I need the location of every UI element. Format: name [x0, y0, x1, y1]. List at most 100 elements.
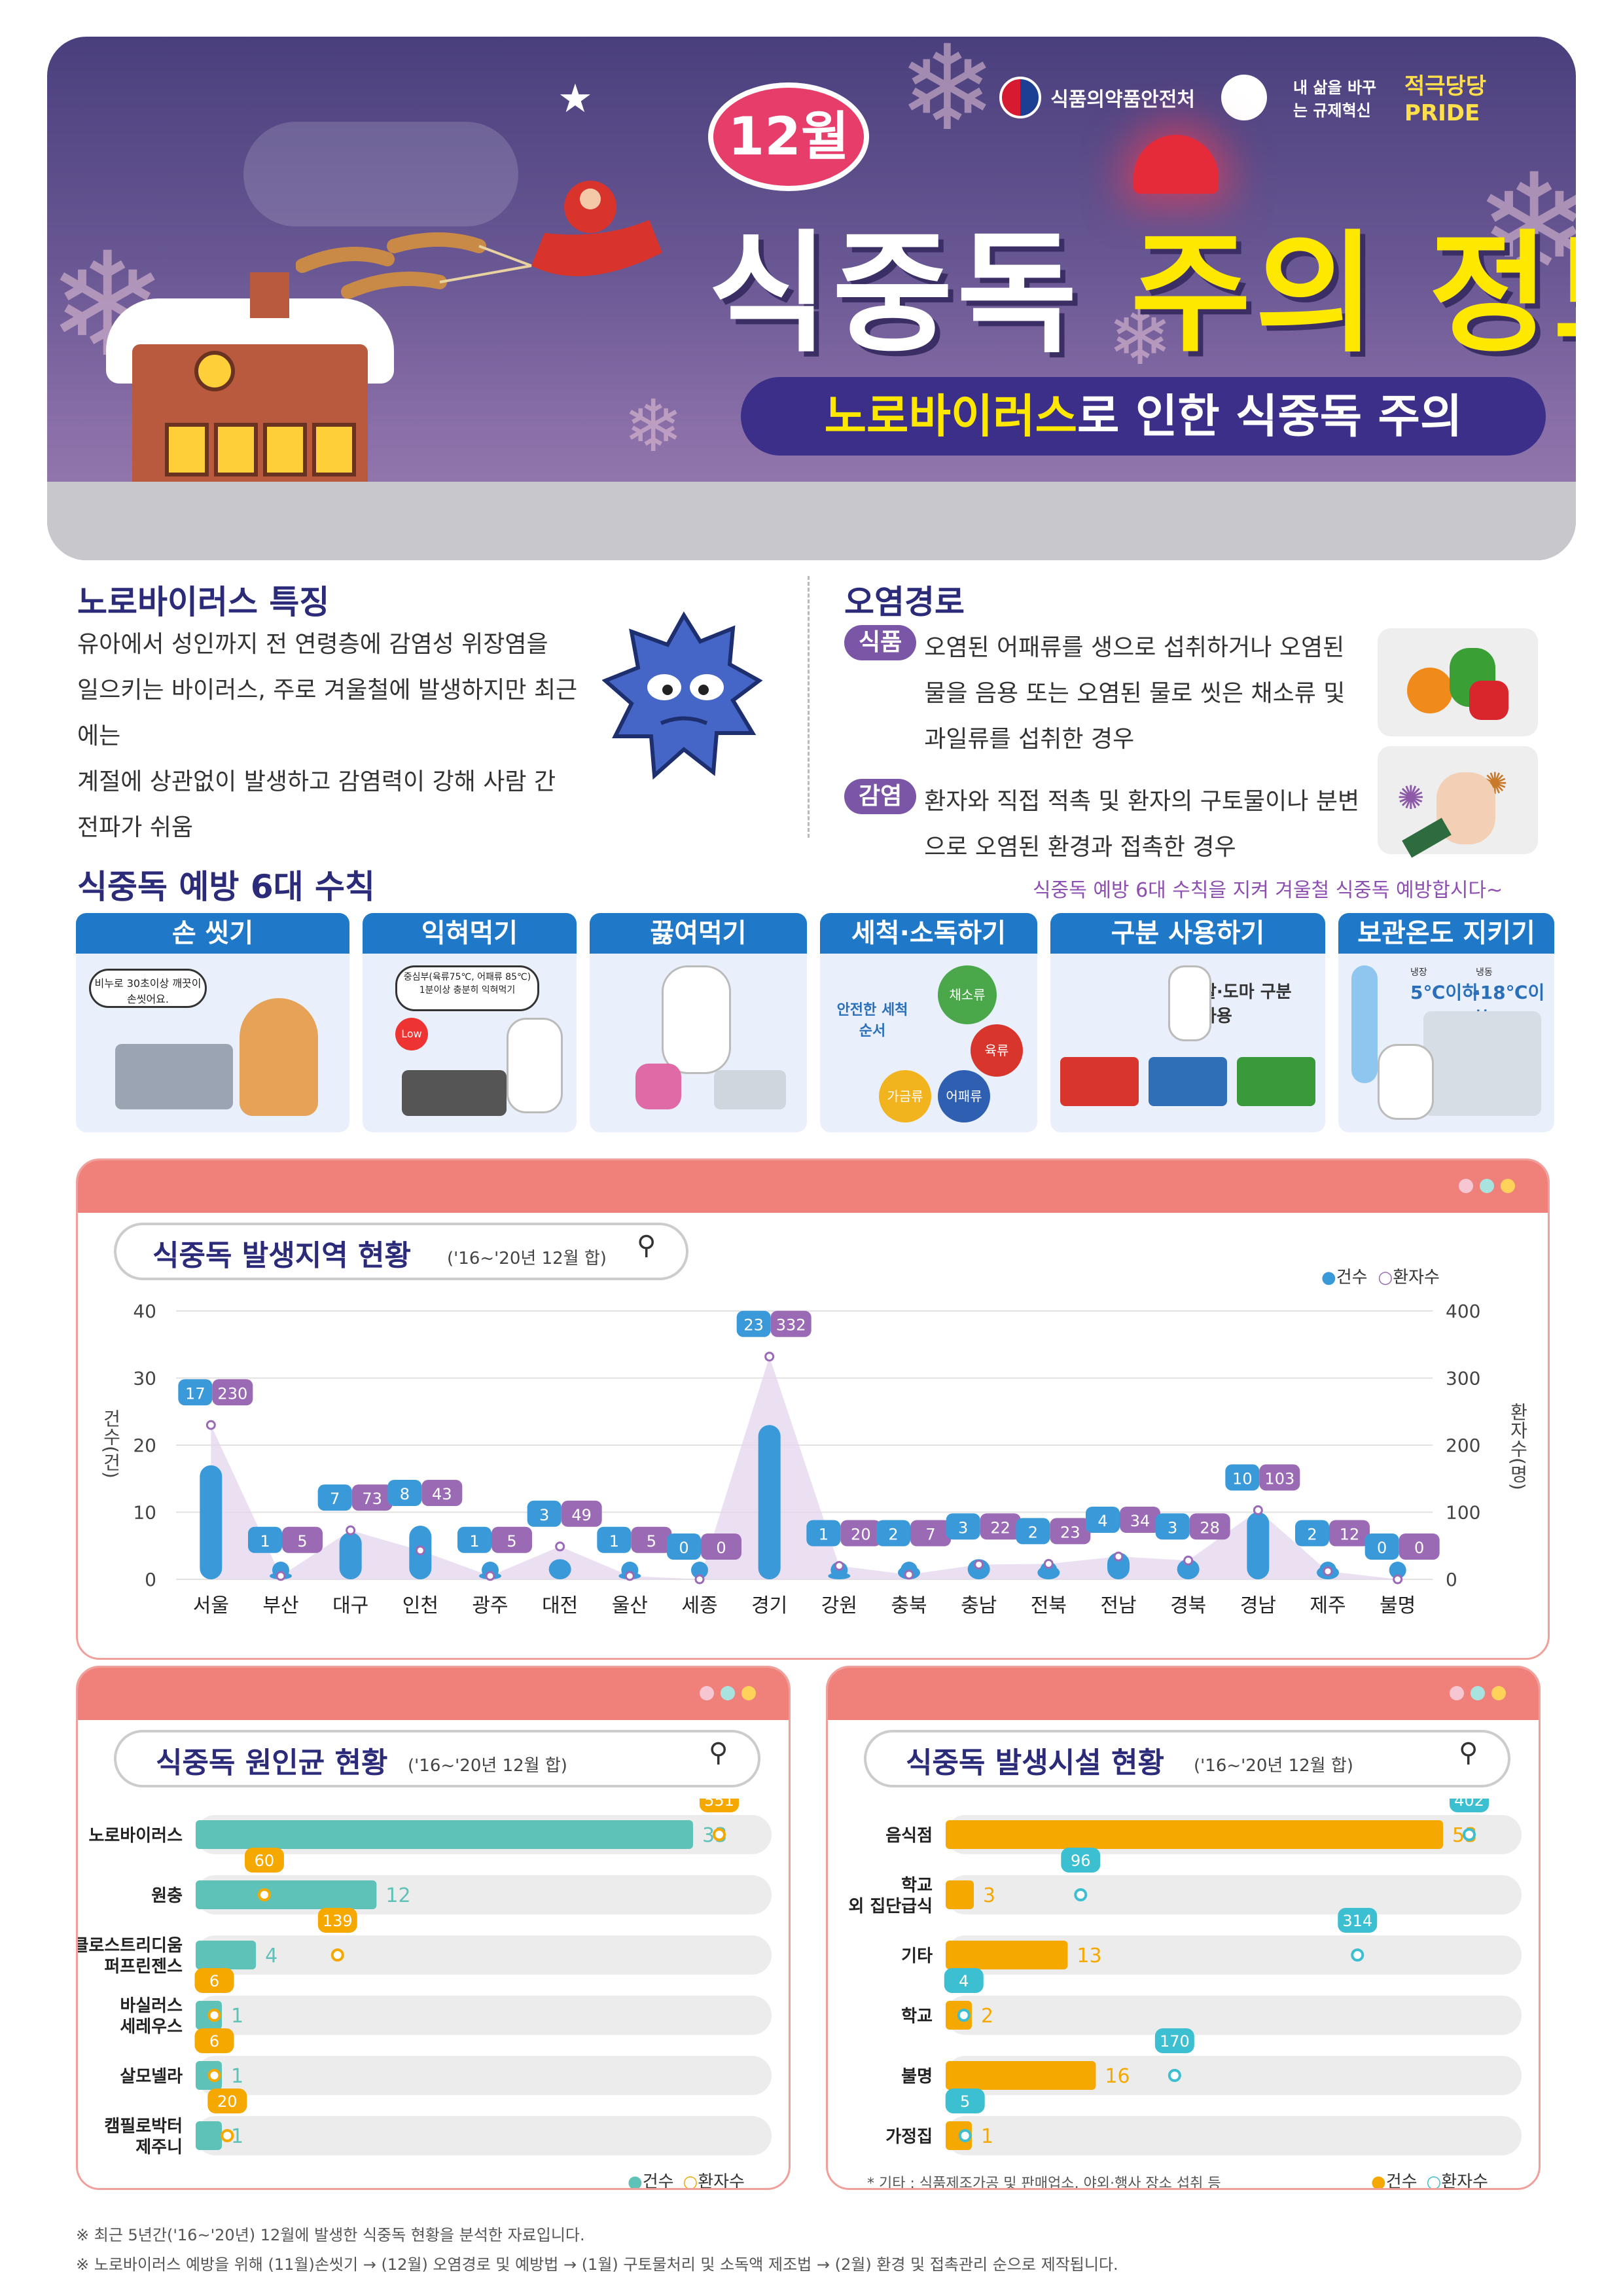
dot-icon — [1459, 1179, 1473, 1193]
y-tick-left: 40 — [133, 1300, 156, 1322]
header-banner: ❄ ❄ ❄ ❄ ❄ ★ 식품의약품안전처 내 삶을 바꾸는 규제혁신 적극당당 … — [47, 37, 1576, 560]
title-part2: 주의 정보 — [1130, 218, 1576, 370]
count-label: 1 — [231, 2125, 243, 2148]
chimney — [250, 272, 289, 318]
x-tick-label: 광주 — [472, 1594, 508, 1617]
mascot-icon — [507, 1018, 563, 1113]
count-label: 1 — [260, 1532, 270, 1551]
patient-label-bg — [1120, 1507, 1160, 1533]
green-board-icon — [1237, 1057, 1315, 1106]
snowflake-icon: ❄ — [623, 384, 684, 468]
footnote-line: ※ 최근 5년간('16~'20년) 12월에 발생한 식중독 현황을 분석한 … — [76, 2226, 585, 2244]
norovirus-heading: 노로바이러스 특징 — [77, 583, 330, 621]
pride-logo: 적극당당 PRIDE — [1404, 73, 1487, 126]
y-tick-right: 0 — [1446, 1569, 1457, 1590]
category-label: 가정집 — [885, 2127, 933, 2147]
patient-label: 5 — [960, 2092, 970, 2111]
snowflake-icon: ❄ — [1474, 143, 1576, 310]
legend-count: ●건수 — [628, 2168, 674, 2188]
patient-label-bg — [1329, 1520, 1370, 1547]
snowflake-icon: ❄ — [1107, 292, 1173, 383]
footnote-line: ※ 노로바이러스 예방을 위해 (11월)손씻기 → (12월) 오염경로 및 … — [76, 2255, 1118, 2274]
patient-point — [1393, 1574, 1403, 1585]
category-label: 노로바이러스 — [88, 1826, 183, 1846]
count-dot — [551, 1562, 569, 1579]
category-label: 캠필로박터 — [104, 2117, 183, 2136]
count-label: 8 — [400, 1485, 410, 1503]
count-dot — [202, 1562, 220, 1579]
contamination-food: 식품 오염된 어패류를 생으로 섭취하거나 오염된 물을 음용 또는 오염된 물… — [844, 625, 1381, 762]
section-divider — [808, 576, 810, 838]
window-dots — [700, 1686, 756, 1700]
count-bar — [946, 1941, 1068, 1969]
panel-top-bar — [78, 1668, 789, 1720]
count-label: 3 — [1168, 1518, 1177, 1537]
rule-card-cook: 익혀먹기 중심부(육류75℃, 어패류 85℃) 1분이상 충분히 익혀먹기 L… — [363, 913, 577, 1132]
category-label: 세레우스 — [120, 2017, 183, 2037]
x-tick-label: 인천 — [402, 1594, 438, 1617]
patient-label: 230 — [217, 1384, 247, 1403]
bar-track — [946, 2116, 1522, 2155]
patient-point — [1074, 1888, 1088, 1901]
count-bar — [196, 1880, 377, 1909]
category-label: 살모넬라 — [120, 2067, 183, 2087]
patient-point — [834, 1561, 844, 1571]
facility-legend: ●건수 ○환자수 — [1371, 2168, 1488, 2188]
norovirus-line: 전파가 쉬움 — [77, 814, 194, 841]
x-tick-label: 전북 — [1031, 1594, 1067, 1617]
patient-point — [958, 2129, 972, 2142]
norovirus-line: 유아에서 성인까지 전 연령층에 감염성 위장염을 — [77, 631, 548, 658]
subtitle-highlight: 노로바이러스 — [824, 389, 1078, 443]
subtitle-rest: 로 인한 식중독 주의 — [1077, 389, 1463, 443]
patient-label-bg — [244, 1848, 284, 1873]
rule-title: 구분 사용하기 — [1050, 913, 1325, 954]
panel-top-bar — [78, 1160, 1548, 1213]
patient-label-bg — [840, 1520, 882, 1547]
facility-chart-panel: 식중독 발생시설 현황 ('16~'20년 12월 합) ⚲ 5 3 402 음식점 3… — [826, 1666, 1541, 2190]
mfds-name: 식품의약품안전처 — [1050, 88, 1195, 111]
count-bar — [946, 2061, 1096, 2090]
count-label: 12 — [385, 1884, 410, 1907]
x-tick-label: 대전 — [542, 1594, 578, 1617]
rule-title: 세척·소독하기 — [820, 913, 1037, 954]
count-label-bg — [1225, 1464, 1260, 1491]
search-icon: ⚲ — [1459, 1738, 1478, 1768]
y-tick-left: 10 — [133, 1502, 156, 1524]
count-label-bg — [667, 1534, 701, 1560]
count-label: 7 — [330, 1490, 340, 1508]
count-bar — [1247, 1512, 1270, 1579]
house-window — [312, 423, 356, 476]
page-title: 식중독 주의 정보 — [708, 187, 1576, 377]
blue-board-icon — [1149, 1057, 1227, 1106]
contamination-line: 환자와 직접 적촉 및 환자의 구토물이나 분변 — [924, 788, 1360, 815]
patient-label: 22 — [990, 1518, 1010, 1537]
count-label-bg — [178, 1379, 213, 1406]
x-tick-label: 경남 — [1240, 1594, 1276, 1617]
category-label: 학교 — [901, 2007, 933, 2026]
bar-track — [196, 1996, 772, 2035]
bar-track — [946, 1875, 1522, 1914]
dot-icon — [1501, 1179, 1515, 1193]
category-label: 원충 — [151, 1886, 183, 1906]
patient-label-bg — [561, 1500, 602, 1527]
refrigerator-icon — [1423, 1011, 1541, 1116]
kettle-icon — [635, 1064, 681, 1109]
fridge-label: 냉장 — [1410, 967, 1427, 978]
patient-label-bg — [1050, 1518, 1091, 1545]
patient-label-bg — [910, 1520, 951, 1547]
x-tick-label: 대구 — [332, 1594, 368, 1617]
count-bar — [196, 1820, 693, 1849]
dot-icon — [1480, 1179, 1494, 1193]
contamination-line: 과일류를 섭취한 경우 — [924, 726, 1135, 753]
count-label-bg — [387, 1480, 422, 1506]
patient-point — [207, 2009, 221, 2022]
patient-label: 551 — [704, 1799, 734, 1810]
house-window — [165, 423, 209, 476]
x-tick-label: 세종 — [681, 1594, 717, 1617]
count-bar — [196, 1941, 257, 1969]
patient-label-bg — [351, 1484, 393, 1511]
legend-label: 건수 — [1336, 1268, 1368, 1287]
patient-label-bg — [421, 1480, 463, 1506]
count-label-bg — [736, 1310, 771, 1337]
patient-label-bg — [1259, 1464, 1300, 1491]
